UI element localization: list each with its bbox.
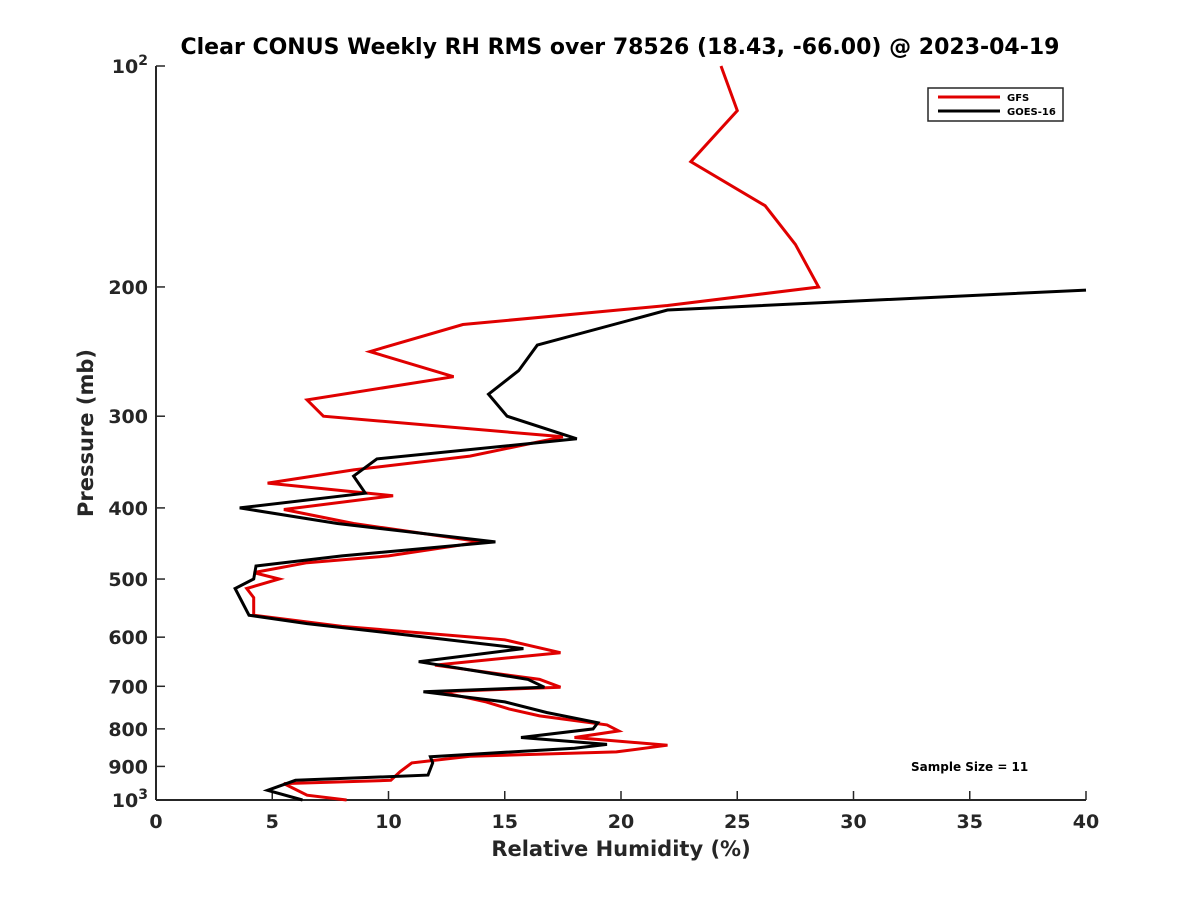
x-tick-label: 35: [957, 811, 983, 833]
y-tick-label: 300: [108, 406, 148, 428]
legend-entry-label: GOES-16: [1007, 107, 1056, 118]
y-tick-label-base: 600: [108, 627, 148, 649]
y-tick-label-exponent: 3: [138, 787, 148, 803]
legend-entry-label: GFS: [1007, 93, 1029, 104]
x-tick-label: 0: [149, 811, 162, 833]
legend: GFS GOES-16: [927, 87, 1064, 122]
x-ticks: 0 5 10 15 20 25 30 35 40: [149, 791, 1099, 833]
y-tick-label: 700: [108, 676, 148, 698]
y-tick-label-base: 800: [108, 719, 148, 741]
y-tick-label-base: 300: [108, 406, 148, 428]
series-layer: [233, 65, 1087, 802]
x-tick-label: 30: [840, 811, 866, 833]
y-tick-label-base: 700: [108, 676, 148, 698]
x-tick-label: 5: [266, 811, 279, 833]
y-tick-label: 200: [108, 277, 148, 299]
chart-title: Clear CONUS Weekly RH RMS over 78526 (18…: [181, 35, 1060, 60]
y-tick-label-exponent: 2: [138, 53, 148, 69]
x-tick-label: 10: [375, 811, 401, 833]
y-tick-label-base: 10: [112, 790, 138, 812]
series-line-gfs: [244, 65, 821, 802]
y-tick-label: 800: [108, 719, 148, 741]
series-line-goes-16: [233, 288, 1087, 802]
y-tick-label: 900: [108, 756, 148, 778]
y-tick-label: 102: [112, 53, 148, 78]
x-tick-label: 15: [492, 811, 518, 833]
y-tick-label-base: 500: [108, 569, 148, 591]
y-tick-label-base: 10: [112, 56, 138, 78]
y-axis-label: Pressure (mb): [74, 349, 98, 517]
x-axis-label: Relative Humidity (%): [491, 837, 750, 861]
x-tick-label: 40: [1073, 811, 1099, 833]
y-tick-label-base: 400: [108, 498, 148, 520]
y-tick-label: 500: [108, 569, 148, 591]
y-tick-label: 600: [108, 627, 148, 649]
legend-box: [927, 87, 1064, 122]
y-tick-label-base: 900: [108, 756, 148, 778]
sample-size-annotation: Sample Size = 11: [911, 760, 1028, 774]
y-tick-label-base: 200: [108, 277, 148, 299]
y-tick-label: 400: [108, 498, 148, 520]
axes: [155, 66, 1086, 801]
x-tick-label: 25: [724, 811, 750, 833]
y-tick-label: 103: [112, 787, 148, 812]
x-tick-label: 20: [608, 811, 634, 833]
